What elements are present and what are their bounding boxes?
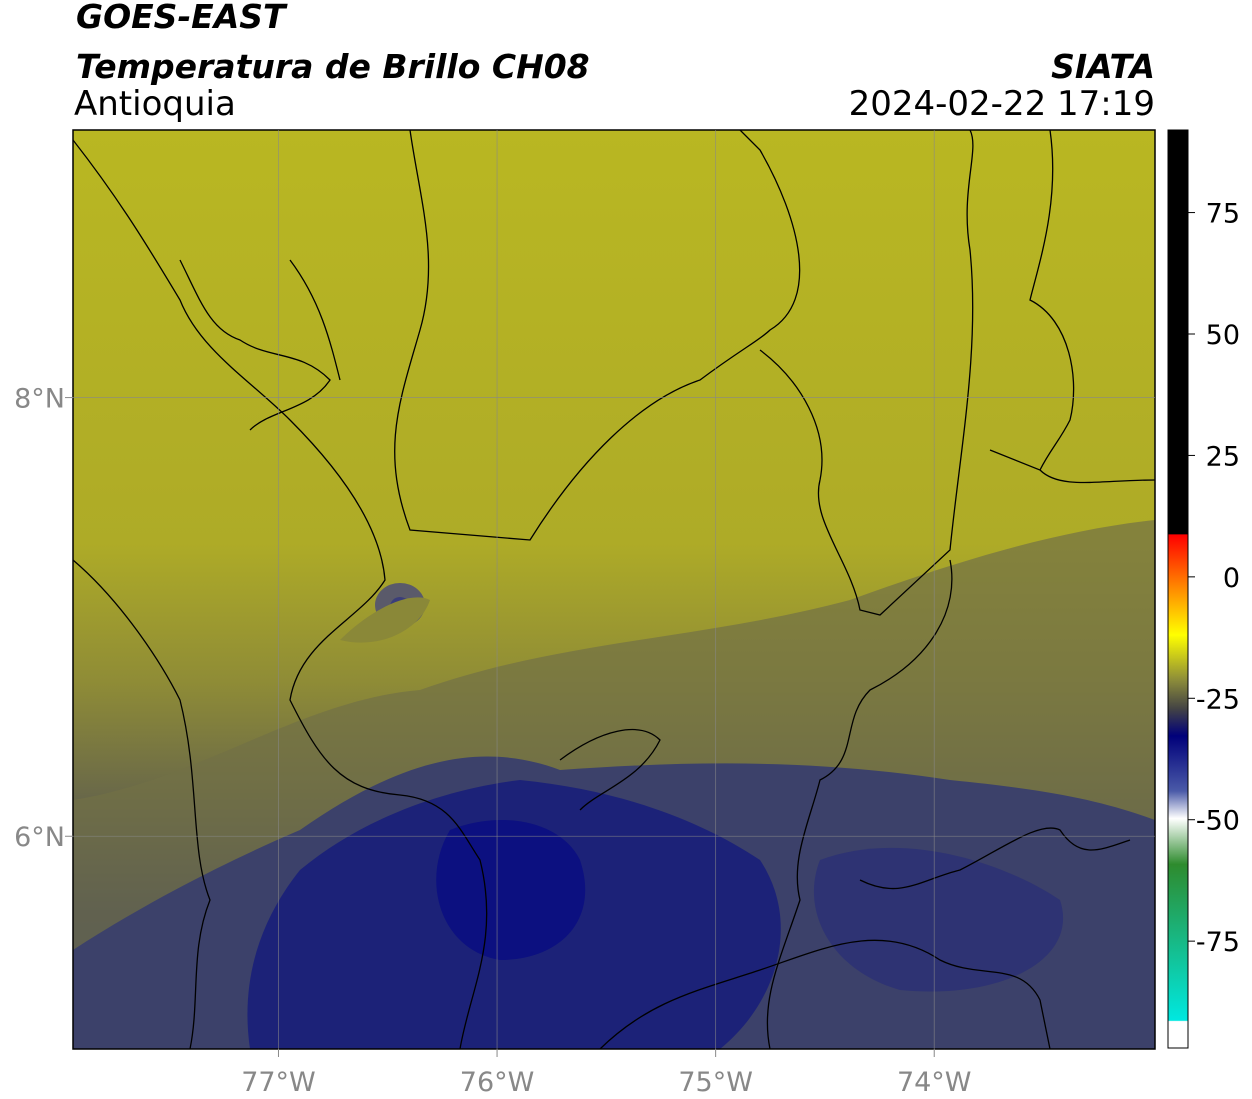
- colorbar-tick-label: -50: [1196, 806, 1240, 837]
- borders: [73, 130, 1155, 1049]
- colorbar-tick-label: 50: [1206, 320, 1240, 351]
- colorbar-tick-label: 25: [1206, 441, 1240, 472]
- title: GOES-EAST: [76, 0, 288, 36]
- x-tick-label: 76°W: [460, 1067, 535, 1098]
- colorbar-tick-label: -75: [1196, 927, 1240, 958]
- x-tick-label: 74°W: [897, 1067, 972, 1098]
- map-frame: [72, 129, 1156, 1050]
- y-tick-label: 8°N: [14, 384, 65, 415]
- subtitle: Temperatura de Brillo CH08: [76, 47, 590, 86]
- x-tick-label: 75°W: [678, 1067, 753, 1098]
- x-tick-label: 77°W: [241, 1067, 316, 1098]
- colorbar-tick-label: -25: [1196, 684, 1240, 715]
- colorbar-tick-label: 0: [1223, 563, 1240, 594]
- region: Antioquia: [74, 84, 236, 124]
- datetime: 2024-02-22 17:19: [849, 84, 1155, 124]
- y-tick-label: 6°N: [14, 822, 65, 853]
- source: SIATA: [1051, 47, 1155, 86]
- colorbar-tick-label: 75: [1206, 199, 1240, 230]
- brightness-field: [73, 130, 1155, 1049]
- colorbar: [1167, 129, 1189, 1049]
